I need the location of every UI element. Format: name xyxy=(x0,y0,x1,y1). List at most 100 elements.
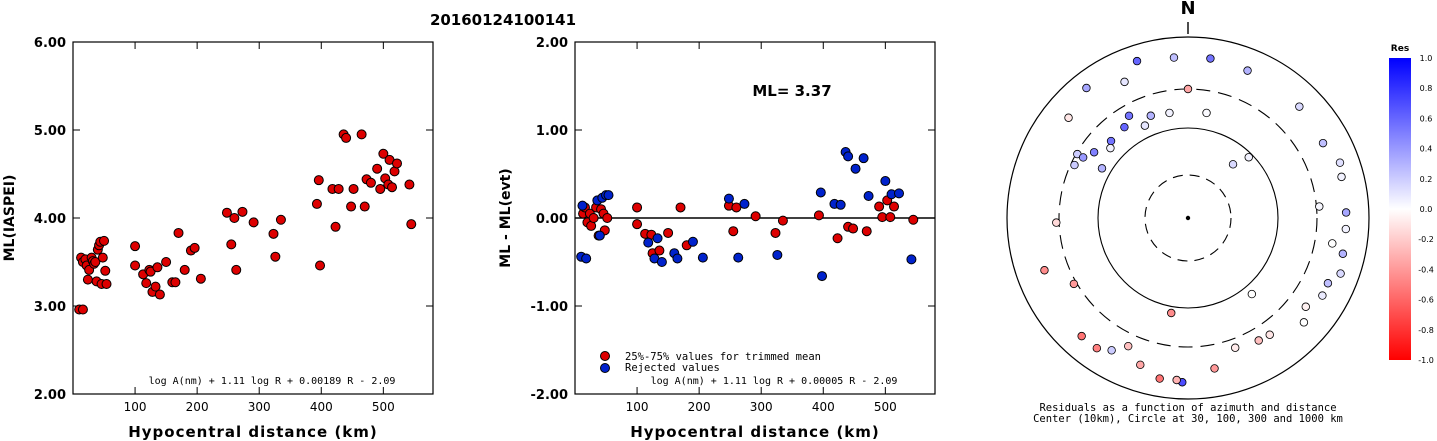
ml-point xyxy=(150,281,161,292)
trimmed-point xyxy=(777,215,788,226)
ml-point xyxy=(231,264,242,275)
rejected-point xyxy=(733,252,744,263)
station-point xyxy=(1202,108,1211,118)
ml-x-tick-label: 100 xyxy=(124,400,147,414)
ml-point xyxy=(313,175,324,186)
station-point xyxy=(1301,302,1310,311)
north-label: N xyxy=(1180,0,1195,19)
ml-point xyxy=(311,198,322,209)
ml-y-tick-label: 3.00 xyxy=(34,300,66,315)
ml-point xyxy=(315,260,326,271)
ml-point xyxy=(392,158,402,169)
station-point xyxy=(1183,84,1193,94)
station-point xyxy=(1078,153,1088,162)
residual-x-tick-label: 200 xyxy=(688,400,711,414)
trimmed-point xyxy=(889,201,900,212)
ml-formula: log A(nm) + 1.11 log R + 0.00189 R - 2.0… xyxy=(149,376,396,387)
station-point xyxy=(1318,138,1328,148)
rejected-point xyxy=(772,249,783,260)
station-point xyxy=(1328,239,1337,248)
ml-point xyxy=(141,278,152,289)
rejected-point xyxy=(594,230,605,241)
epicenter-dot xyxy=(1185,215,1191,221)
residual-colorbar: Res 1.0 0.8 0.6 0.4 0.2 0.0 -0.2 -0.4 -0.6 -0.8 -1… xyxy=(1389,44,1434,365)
ml-point xyxy=(387,182,398,193)
station-point xyxy=(1132,56,1142,66)
ml-point xyxy=(375,183,386,194)
residual-data-points xyxy=(576,147,919,282)
station-point xyxy=(1210,364,1219,373)
ml-point xyxy=(221,207,232,218)
ml-point xyxy=(161,257,172,267)
colorbar-tick-label: -0.2 xyxy=(1418,235,1434,244)
ml-x-tick-label: 400 xyxy=(310,400,333,414)
trimmed-point xyxy=(728,226,739,237)
ml-point xyxy=(229,213,240,223)
station-point xyxy=(1341,224,1351,234)
station-point xyxy=(1231,343,1240,352)
ml-y-tick-label: 4.00 xyxy=(34,212,66,227)
station-point xyxy=(1064,113,1073,122)
ml-point xyxy=(268,228,279,239)
station-point xyxy=(1172,375,1181,385)
station-point xyxy=(1299,318,1309,327)
ring-30km xyxy=(1144,174,1232,262)
station-point xyxy=(1315,202,1324,211)
trimmed-point xyxy=(588,213,599,223)
station-point xyxy=(1295,102,1304,111)
rejected-point xyxy=(581,253,592,264)
trimmed-point xyxy=(602,213,613,223)
residual-y-tick-label: 2.00 xyxy=(536,36,568,51)
station-point xyxy=(1106,136,1116,146)
rejected-point xyxy=(843,151,854,162)
trimmed-point xyxy=(832,233,843,244)
ml-point xyxy=(189,242,200,253)
colorbar-gradient xyxy=(1389,58,1411,360)
ml-event-annotation: ML= 3.37 xyxy=(752,82,831,100)
rejected-point xyxy=(850,163,861,174)
station-point xyxy=(1124,111,1134,121)
trimmed-point xyxy=(874,201,885,212)
trimmed-point xyxy=(731,202,742,213)
colorbar-title: Res xyxy=(1391,44,1409,54)
ml-point xyxy=(270,251,281,262)
ml-point xyxy=(90,257,101,267)
station-point xyxy=(1335,158,1345,167)
ml-point xyxy=(365,177,376,188)
ml-point xyxy=(359,201,370,212)
station-point xyxy=(1165,108,1174,118)
station-point xyxy=(1341,208,1351,217)
trimmed-point xyxy=(813,210,824,221)
rejected-point xyxy=(863,191,874,201)
ml-vs-distance-panel: 2.00 3.00 4.00 5.00 6.00 100 200 300 400 500 ML(… xyxy=(2,36,434,441)
trimmed-point xyxy=(663,227,674,238)
colorbar-tick-label: -0.6 xyxy=(1418,296,1434,305)
rejected-point xyxy=(577,200,588,211)
ml-point xyxy=(372,163,383,174)
rejected-point xyxy=(697,252,708,263)
station-point xyxy=(1247,289,1257,299)
station-residual-points xyxy=(1040,53,1351,387)
ml-x-tick-label: 300 xyxy=(248,400,271,414)
ml-x-tick-label: 200 xyxy=(186,400,209,414)
rejected-point xyxy=(739,198,750,209)
legend-label-trimmed: 25%-75% values for trimmed mean xyxy=(625,351,821,363)
station-point xyxy=(1136,360,1145,370)
trimmed-point xyxy=(885,212,896,223)
rejected-point xyxy=(687,236,698,247)
rejected-point xyxy=(652,233,663,244)
trimmed-point xyxy=(632,202,643,213)
rejected-point xyxy=(603,190,614,201)
colorbar-tick-label: -1.0 xyxy=(1418,356,1434,365)
station-point xyxy=(1337,172,1346,182)
trimmed-point xyxy=(908,214,919,225)
residual-x-tick-label: 100 xyxy=(626,400,649,414)
station-point xyxy=(1069,279,1079,289)
colorbar-tick-label: 0.4 xyxy=(1420,145,1433,154)
ml-point xyxy=(195,273,206,284)
station-point xyxy=(1336,269,1345,278)
trimmed-point xyxy=(861,226,872,237)
ml-point xyxy=(99,235,110,246)
station-point xyxy=(1077,331,1086,341)
ml-point xyxy=(346,201,357,212)
